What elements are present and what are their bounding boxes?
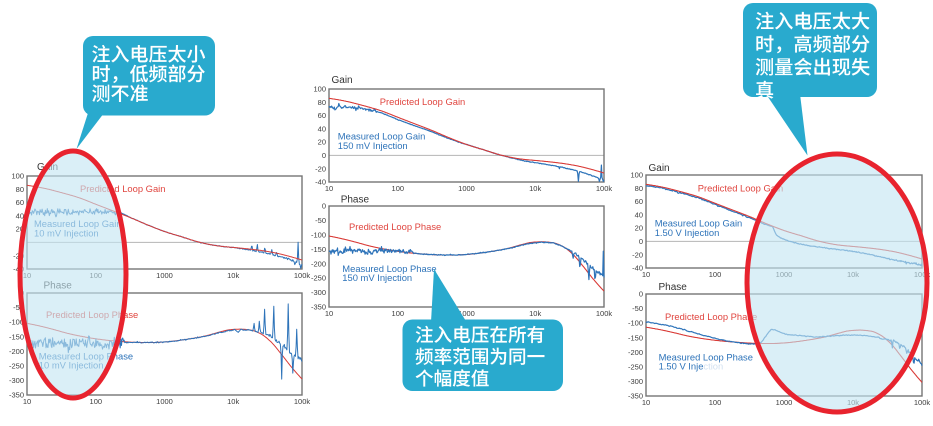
svg-text:Predicted Loop Gain: Predicted Loop Gain bbox=[380, 96, 465, 107]
svg-text:100: 100 bbox=[392, 184, 405, 193]
svg-text:150 mV Injection: 150 mV Injection bbox=[342, 272, 412, 283]
svg-text:Predicted Loop Gain: Predicted Loop Gain bbox=[698, 183, 783, 194]
svg-text:-300: -300 bbox=[311, 288, 326, 297]
svg-text:Phase: Phase bbox=[341, 195, 370, 206]
svg-text:100: 100 bbox=[90, 397, 103, 406]
svg-text:Phase: Phase bbox=[659, 282, 688, 293]
svg-text:Measured Loop Phase: Measured Loop Phase bbox=[342, 263, 436, 274]
svg-text:-200: -200 bbox=[9, 347, 24, 356]
svg-text:-100: -100 bbox=[9, 318, 24, 327]
svg-text:-150: -150 bbox=[9, 332, 24, 341]
svg-text:10k: 10k bbox=[529, 309, 541, 318]
svg-text:10: 10 bbox=[642, 398, 650, 407]
svg-text:80: 80 bbox=[318, 98, 326, 107]
svg-text:1000: 1000 bbox=[458, 184, 475, 193]
svg-text:0: 0 bbox=[639, 290, 643, 299]
svg-text:1000: 1000 bbox=[776, 398, 793, 407]
svg-text:100: 100 bbox=[313, 85, 326, 94]
svg-text:-350: -350 bbox=[311, 303, 326, 312]
svg-text:20: 20 bbox=[318, 138, 326, 147]
svg-text:-300: -300 bbox=[9, 376, 24, 385]
svg-text:80: 80 bbox=[16, 185, 24, 194]
svg-text:-100: -100 bbox=[628, 319, 643, 328]
svg-text:1.50 V Injection: 1.50 V Injection bbox=[655, 227, 720, 238]
svg-text:-350: -350 bbox=[9, 391, 24, 400]
svg-text:60: 60 bbox=[318, 111, 326, 120]
svg-text:100k: 100k bbox=[294, 397, 311, 406]
svg-text:Predicted Loop Phase: Predicted Loop Phase bbox=[665, 311, 757, 322]
svg-text:10k: 10k bbox=[529, 184, 541, 193]
svg-text:100: 100 bbox=[709, 398, 722, 407]
svg-text:0: 0 bbox=[322, 151, 326, 160]
svg-text:-40: -40 bbox=[315, 178, 326, 187]
svg-text:-300: -300 bbox=[628, 377, 643, 386]
svg-text:40: 40 bbox=[16, 212, 24, 221]
svg-text:Predicted Loop Gain: Predicted Loop Gain bbox=[80, 183, 165, 194]
svg-text:-350: -350 bbox=[628, 392, 643, 401]
svg-text:-50: -50 bbox=[315, 216, 326, 225]
svg-text:0: 0 bbox=[322, 202, 326, 211]
svg-text:Measured Loop Phase: Measured Loop Phase bbox=[659, 352, 753, 363]
svg-text:10k: 10k bbox=[227, 271, 239, 280]
svg-text:60: 60 bbox=[16, 198, 24, 207]
svg-text:1.50 V Injection: 1.50 V Injection bbox=[659, 360, 724, 371]
svg-text:0: 0 bbox=[639, 237, 643, 246]
svg-text:1000: 1000 bbox=[156, 397, 173, 406]
svg-text:-50: -50 bbox=[632, 304, 643, 313]
svg-text:-250: -250 bbox=[311, 274, 326, 283]
svg-text:Measured Loop Gain: Measured Loop Gain bbox=[655, 218, 743, 229]
svg-text:-200: -200 bbox=[628, 348, 643, 357]
svg-text:80: 80 bbox=[635, 184, 643, 193]
svg-text:100k: 100k bbox=[294, 271, 311, 280]
svg-text:100: 100 bbox=[709, 270, 722, 279]
svg-text:-50: -50 bbox=[13, 303, 24, 312]
svg-text:-250: -250 bbox=[628, 363, 643, 372]
svg-text:-150: -150 bbox=[311, 245, 326, 254]
svg-text:1000: 1000 bbox=[156, 271, 173, 280]
svg-text:-20: -20 bbox=[632, 250, 643, 259]
svg-text:100k: 100k bbox=[596, 184, 613, 193]
svg-text:40: 40 bbox=[318, 125, 326, 134]
svg-text:1000: 1000 bbox=[458, 309, 475, 318]
svg-text:100k: 100k bbox=[914, 398, 931, 407]
svg-text:-200: -200 bbox=[311, 259, 326, 268]
svg-text:-20: -20 bbox=[315, 164, 326, 173]
svg-text:20: 20 bbox=[635, 224, 643, 233]
svg-text:100: 100 bbox=[630, 171, 643, 180]
svg-text:Predicted Loop Phase: Predicted Loop Phase bbox=[349, 221, 441, 232]
svg-text:-250: -250 bbox=[9, 362, 24, 371]
svg-text:Gain: Gain bbox=[332, 75, 353, 86]
svg-text:150 mV Injection: 150 mV Injection bbox=[338, 140, 408, 151]
svg-text:10: 10 bbox=[23, 397, 31, 406]
svg-text:20: 20 bbox=[16, 225, 24, 234]
svg-text:40: 40 bbox=[635, 211, 643, 220]
svg-text:-100: -100 bbox=[311, 231, 326, 240]
svg-text:10: 10 bbox=[325, 309, 333, 318]
svg-text:100: 100 bbox=[392, 309, 405, 318]
svg-text:Gain: Gain bbox=[649, 163, 670, 174]
svg-text:10: 10 bbox=[642, 270, 650, 279]
svg-text:Measured Loop Gain: Measured Loop Gain bbox=[338, 131, 426, 142]
svg-text:-40: -40 bbox=[632, 264, 643, 273]
svg-text:100: 100 bbox=[11, 172, 24, 181]
svg-text:10: 10 bbox=[325, 184, 333, 193]
svg-text:60: 60 bbox=[635, 197, 643, 206]
svg-text:-150: -150 bbox=[628, 333, 643, 342]
svg-text:100k: 100k bbox=[596, 309, 613, 318]
svg-text:10k: 10k bbox=[227, 397, 239, 406]
